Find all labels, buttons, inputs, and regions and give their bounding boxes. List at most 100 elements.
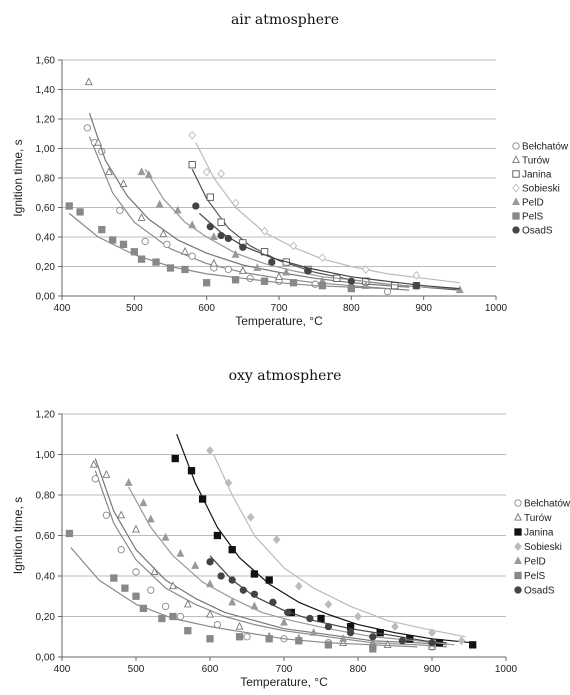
point-peld — [176, 548, 185, 557]
point-sobieski — [391, 622, 399, 632]
x-tick-label: 700 — [271, 303, 288, 314]
legend-marker-pels — [514, 571, 522, 580]
point-peld — [173, 205, 182, 214]
chart-title-air: air atmosphere — [230, 12, 340, 28]
point-pels — [347, 284, 355, 293]
point-sobieski — [217, 169, 225, 178]
legend-marker-sobieski — [514, 542, 522, 551]
point-peld — [282, 267, 291, 276]
point-pels — [65, 529, 74, 538]
point-janina — [265, 576, 273, 584]
trendline-turow — [88, 112, 410, 288]
point-turow — [84, 77, 93, 86]
point-osads — [206, 223, 214, 231]
point-turow — [159, 229, 168, 238]
point-pels — [166, 264, 175, 272]
point-pels — [108, 236, 117, 244]
point-turow — [89, 459, 98, 468]
legend-marker-turow — [512, 155, 520, 164]
point-turow — [105, 167, 113, 176]
point-pels — [184, 627, 192, 635]
point-peld — [231, 249, 240, 258]
point-peld — [139, 498, 148, 507]
point-sobieski — [428, 628, 436, 638]
point-sobieski — [324, 599, 333, 609]
point-osads — [347, 277, 355, 285]
trendline-janina — [176, 433, 473, 644]
point-osads — [217, 572, 225, 580]
point-pels — [98, 225, 106, 234]
legend-marker-sobieski — [512, 183, 520, 193]
x-axis-label: Temperature, °C — [240, 675, 328, 689]
legend-label-janina: Janina — [522, 170, 552, 181]
point-belchatow — [161, 602, 170, 611]
point-belchatow — [176, 612, 185, 621]
y-axis-label: Ignition time, s — [11, 139, 25, 216]
legend-label-osads: OsadS — [522, 226, 553, 237]
point-janina — [469, 641, 477, 649]
point-peld — [146, 514, 155, 523]
point-belchatow — [311, 280, 319, 288]
point-pels — [132, 592, 140, 600]
point-osads — [192, 202, 200, 210]
x-tick-label: 1000 — [495, 664, 518, 675]
y-tick-label: 0,00 — [36, 653, 56, 664]
point-pels — [121, 584, 129, 592]
x-tick-label: 900 — [415, 303, 432, 314]
legend-marker-janina — [514, 528, 522, 536]
point-sobieski — [206, 446, 214, 455]
legend-label-belchatow: Bełchatów — [524, 499, 570, 510]
point-peld — [253, 263, 262, 272]
legend-marker-peld — [512, 197, 520, 206]
point-sobieski — [354, 612, 362, 621]
point-osads — [224, 234, 233, 243]
point-pels — [76, 208, 84, 216]
x-tick-label: 500 — [128, 664, 145, 675]
trendline-pels — [68, 212, 388, 290]
point-janina — [250, 570, 259, 578]
point-pels — [119, 240, 128, 249]
point-peld — [209, 232, 218, 241]
point-sobieski — [260, 226, 269, 236]
y-tick-label: 0,40 — [36, 233, 56, 244]
point-pels — [265, 635, 273, 643]
y-axis-label: Ignition time, s — [11, 497, 25, 574]
point-turow — [238, 266, 247, 274]
point-osads — [268, 258, 276, 266]
y-tick-label: 0,80 — [36, 174, 56, 185]
point-belchatow — [83, 124, 91, 132]
point-osads — [250, 590, 259, 598]
trendline-osads — [209, 555, 447, 644]
x-tick-label: 700 — [276, 664, 293, 675]
point-osads — [239, 586, 247, 594]
legend-marker-osads — [514, 586, 522, 594]
point-pels — [152, 258, 160, 266]
point-belchatow — [141, 237, 149, 246]
y-tick-label: 1,00 — [36, 450, 56, 461]
point-turow — [209, 258, 218, 267]
point-sobieski — [188, 130, 196, 140]
point-osads — [217, 231, 225, 240]
point-sobieski — [272, 535, 281, 544]
y-tick-label: 1,00 — [36, 144, 56, 155]
point-osads — [428, 639, 436, 647]
trendline-belchatow — [88, 136, 410, 291]
point-peld — [228, 597, 237, 606]
point-belchatow — [132, 568, 140, 576]
trendline-turow — [94, 458, 447, 646]
point-pels — [289, 279, 298, 287]
point-belchatow — [147, 586, 155, 594]
point-osads — [369, 633, 377, 641]
point-sobieski — [295, 581, 303, 591]
x-tick-label: 400 — [54, 303, 71, 314]
trendline-sobieski — [213, 454, 466, 638]
point-sobieski — [231, 198, 240, 208]
trendline-peld — [144, 168, 460, 290]
point-belchatow — [102, 511, 111, 519]
y-tick-label: 0,60 — [36, 203, 56, 214]
point-belchatow — [383, 287, 392, 296]
point-osads — [228, 576, 236, 584]
y-tick-label: 0,20 — [36, 262, 56, 273]
point-sobieski — [362, 265, 370, 274]
point-osads — [239, 243, 247, 251]
